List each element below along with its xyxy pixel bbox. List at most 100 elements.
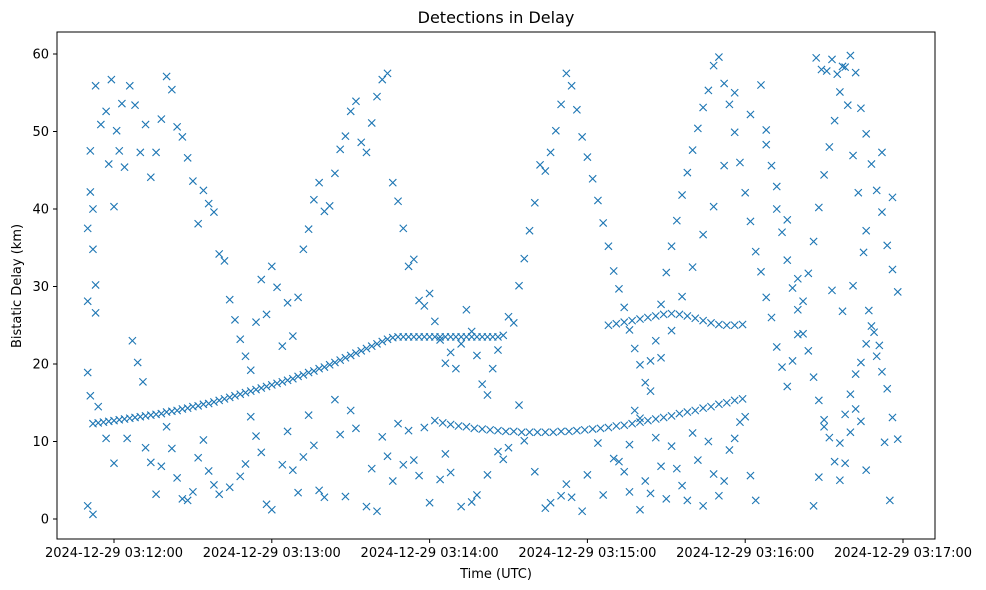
data-point (462, 305, 471, 314)
data-point (722, 398, 731, 407)
data-point (636, 315, 644, 324)
data-point (509, 427, 518, 436)
data-point (94, 402, 103, 411)
chart-title: Detections in Delay (418, 8, 575, 27)
data-point (373, 507, 381, 516)
data-point (173, 406, 182, 415)
data-point (430, 317, 439, 326)
data-point (173, 473, 182, 482)
data-point (849, 151, 858, 160)
data-point (730, 321, 739, 330)
data-point (252, 385, 261, 394)
markers-layer (83, 51, 902, 519)
data-point (236, 472, 245, 481)
data-point (835, 476, 844, 485)
data-point (299, 370, 308, 379)
data-point (762, 293, 771, 302)
x-axis-label: Time (UTC) (459, 567, 532, 582)
data-point (267, 262, 276, 271)
data-point (367, 342, 376, 351)
data-point (273, 379, 282, 388)
data-point (441, 359, 450, 368)
data-point (741, 188, 750, 197)
data-point (230, 315, 239, 324)
data-point (91, 280, 100, 289)
data-point (651, 415, 660, 424)
data-point (283, 427, 292, 436)
data-point (646, 387, 655, 396)
data-point (578, 132, 587, 141)
x-tick-label: 2024-12-29 03:12:00 (45, 546, 183, 561)
data-point (678, 292, 687, 301)
x-tick-label: 2024-12-29 03:17:00 (834, 546, 972, 561)
data-point (662, 494, 671, 503)
data-point (225, 483, 234, 492)
data-point (204, 466, 213, 475)
data-point (146, 173, 155, 182)
data-point (888, 413, 897, 422)
data-point (707, 402, 715, 411)
x-axis: 2024-12-29 03:12:00 2024-12-29 03:13:00 20… (45, 539, 972, 561)
data-point (83, 501, 92, 510)
data-point (325, 201, 334, 210)
data-point (893, 435, 902, 444)
data-point (691, 406, 700, 415)
data-point (536, 160, 545, 169)
data-point (783, 256, 792, 265)
data-point (123, 434, 132, 443)
data-point (278, 460, 287, 469)
data-point (567, 493, 576, 502)
data-point (86, 146, 95, 155)
data-point (565, 427, 573, 436)
data-point (699, 316, 708, 325)
data-point (738, 320, 747, 329)
data-point (709, 61, 718, 70)
data-point (675, 409, 684, 418)
data-point (720, 161, 729, 170)
data-point (888, 193, 897, 202)
data-point (799, 329, 808, 338)
data-point (872, 186, 881, 195)
data-point (688, 263, 697, 272)
plot-area (57, 32, 935, 539)
data-point (683, 168, 692, 177)
data-point (549, 428, 558, 437)
data-point (604, 423, 613, 432)
data-point (704, 437, 713, 446)
data-point (783, 215, 792, 224)
data-point (735, 158, 744, 167)
data-point (851, 68, 860, 77)
data-point (809, 237, 818, 246)
data-point (849, 281, 858, 290)
data-point (593, 439, 602, 448)
data-point (672, 464, 681, 473)
data-point (294, 372, 303, 381)
data-point (641, 378, 650, 387)
data-point (525, 226, 534, 235)
data-point (814, 396, 823, 405)
data-point (470, 424, 479, 433)
data-point (599, 218, 608, 227)
data-point (341, 492, 350, 501)
data-point (830, 116, 839, 125)
data-point (862, 129, 871, 138)
data-point (835, 87, 844, 96)
data-point (320, 493, 329, 502)
data-point (620, 421, 629, 430)
data-point (399, 460, 408, 469)
data-point (788, 284, 797, 293)
data-point (425, 289, 434, 298)
data-point (225, 295, 234, 304)
data-point (373, 339, 381, 348)
data-point (841, 459, 850, 468)
data-point (515, 281, 524, 290)
data-point (872, 352, 881, 361)
data-point (862, 466, 871, 475)
data-point (746, 471, 755, 480)
data-point (604, 242, 613, 251)
data-point (472, 351, 481, 360)
data-point (709, 202, 718, 211)
data-point (567, 81, 576, 90)
plot-background (57, 32, 935, 539)
data-point (662, 268, 671, 277)
